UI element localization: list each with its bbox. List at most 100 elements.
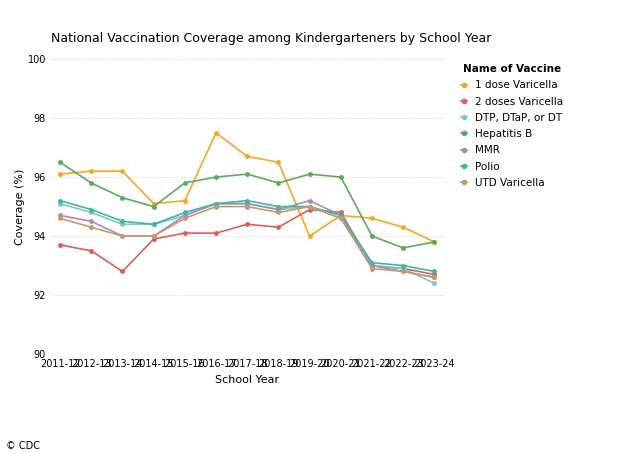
DTP, DTaP, or DT	[150, 222, 157, 227]
DTP, DTaP, or DT	[275, 207, 282, 212]
MMR	[430, 275, 438, 280]
2 doses Varicella	[150, 236, 157, 242]
2 doses Varicella	[119, 269, 126, 274]
Legend: 1 dose Varicella, 2 doses Varicella, DTP, DTaP, or DT, Hepatitis B, MMR, Polio, : 1 dose Varicella, 2 doses Varicella, DTP…	[461, 64, 564, 188]
UTD Varicella	[56, 216, 64, 221]
MMR	[368, 263, 376, 268]
1 dose Varicella	[119, 168, 126, 174]
Hepatitis B	[368, 233, 376, 239]
1 dose Varicella	[212, 130, 220, 135]
UTD Varicella	[243, 204, 251, 209]
Hepatitis B	[212, 174, 220, 180]
1 dose Varicella	[275, 159, 282, 165]
2 doses Varicella	[243, 222, 251, 227]
UTD Varicella	[430, 275, 438, 280]
1 dose Varicella	[243, 153, 251, 159]
Polio	[212, 201, 220, 206]
MMR	[243, 201, 251, 206]
Polio	[87, 207, 95, 212]
Line: Polio: Polio	[58, 199, 436, 273]
DTP, DTaP, or DT	[181, 212, 189, 218]
UTD Varicella	[399, 269, 407, 274]
Polio	[150, 222, 157, 227]
Y-axis label: Coverage (%): Coverage (%)	[15, 168, 25, 245]
Line: 1 dose Varicella: 1 dose Varicella	[58, 131, 436, 244]
UTD Varicella	[181, 216, 189, 221]
Text: © CDC: © CDC	[6, 441, 41, 451]
Hepatitis B	[181, 180, 189, 186]
2 doses Varicella	[212, 230, 220, 236]
MMR	[212, 201, 220, 206]
MMR	[87, 218, 95, 224]
UTD Varicella	[150, 233, 157, 239]
Line: MMR: MMR	[58, 199, 436, 279]
Hepatitis B	[56, 159, 64, 165]
1 dose Varicella	[150, 201, 157, 206]
MMR	[399, 269, 407, 274]
Line: DTP, DTaP, or DT: DTP, DTaP, or DT	[58, 202, 436, 285]
Hepatitis B	[150, 204, 157, 209]
Polio	[337, 212, 345, 218]
DTP, DTaP, or DT	[337, 216, 345, 221]
1 dose Varicella	[56, 171, 64, 177]
Polio	[430, 269, 438, 274]
2 doses Varicella	[306, 207, 313, 212]
UTD Varicella	[368, 266, 376, 271]
Polio	[243, 198, 251, 203]
Line: 2 doses Varicella: 2 doses Varicella	[58, 208, 436, 276]
Hepatitis B	[243, 171, 251, 177]
1 dose Varicella	[337, 212, 345, 218]
1 dose Varicella	[306, 233, 313, 239]
Polio	[368, 260, 376, 265]
Hepatitis B	[306, 171, 313, 177]
Polio	[306, 204, 313, 209]
Hepatitis B	[87, 180, 95, 186]
UTD Varicella	[87, 224, 95, 230]
DTP, DTaP, or DT	[306, 204, 313, 209]
1 dose Varicella	[368, 216, 376, 221]
MMR	[56, 212, 64, 218]
UTD Varicella	[275, 210, 282, 215]
Line: Hepatitis B: Hepatitis B	[58, 161, 436, 250]
1 dose Varicella	[181, 198, 189, 203]
UTD Varicella	[212, 204, 220, 209]
DTP, DTaP, or DT	[368, 263, 376, 268]
DTP, DTaP, or DT	[243, 201, 251, 206]
Line: UTD Varicella: UTD Varicella	[58, 205, 436, 279]
Polio	[399, 263, 407, 268]
UTD Varicella	[119, 233, 126, 239]
2 doses Varicella	[430, 271, 438, 277]
Polio	[119, 218, 126, 224]
DTP, DTaP, or DT	[399, 266, 407, 271]
DTP, DTaP, or DT	[56, 201, 64, 206]
X-axis label: School Year: School Year	[215, 375, 280, 385]
MMR	[150, 233, 157, 239]
UTD Varicella	[337, 216, 345, 221]
MMR	[181, 212, 189, 218]
2 doses Varicella	[181, 230, 189, 236]
MMR	[306, 198, 313, 203]
DTP, DTaP, or DT	[430, 281, 438, 286]
Polio	[275, 204, 282, 209]
Polio	[56, 198, 64, 203]
MMR	[337, 212, 345, 218]
DTP, DTaP, or DT	[212, 201, 220, 206]
1 dose Varicella	[399, 224, 407, 230]
Hepatitis B	[399, 245, 407, 251]
1 dose Varicella	[87, 168, 95, 174]
DTP, DTaP, or DT	[119, 222, 126, 227]
MMR	[275, 207, 282, 212]
UTD Varicella	[306, 204, 313, 209]
2 doses Varicella	[56, 242, 64, 247]
2 doses Varicella	[87, 248, 95, 253]
Hepatitis B	[119, 195, 126, 200]
DTP, DTaP, or DT	[87, 210, 95, 215]
Hepatitis B	[275, 180, 282, 186]
2 doses Varicella	[399, 266, 407, 271]
1 dose Varicella	[430, 239, 438, 245]
Polio	[181, 210, 189, 215]
2 doses Varicella	[275, 224, 282, 230]
MMR	[119, 233, 126, 239]
2 doses Varicella	[337, 210, 345, 215]
Text: National Vaccination Coverage among Kindergarteners by School Year: National Vaccination Coverage among Kind…	[51, 32, 491, 45]
